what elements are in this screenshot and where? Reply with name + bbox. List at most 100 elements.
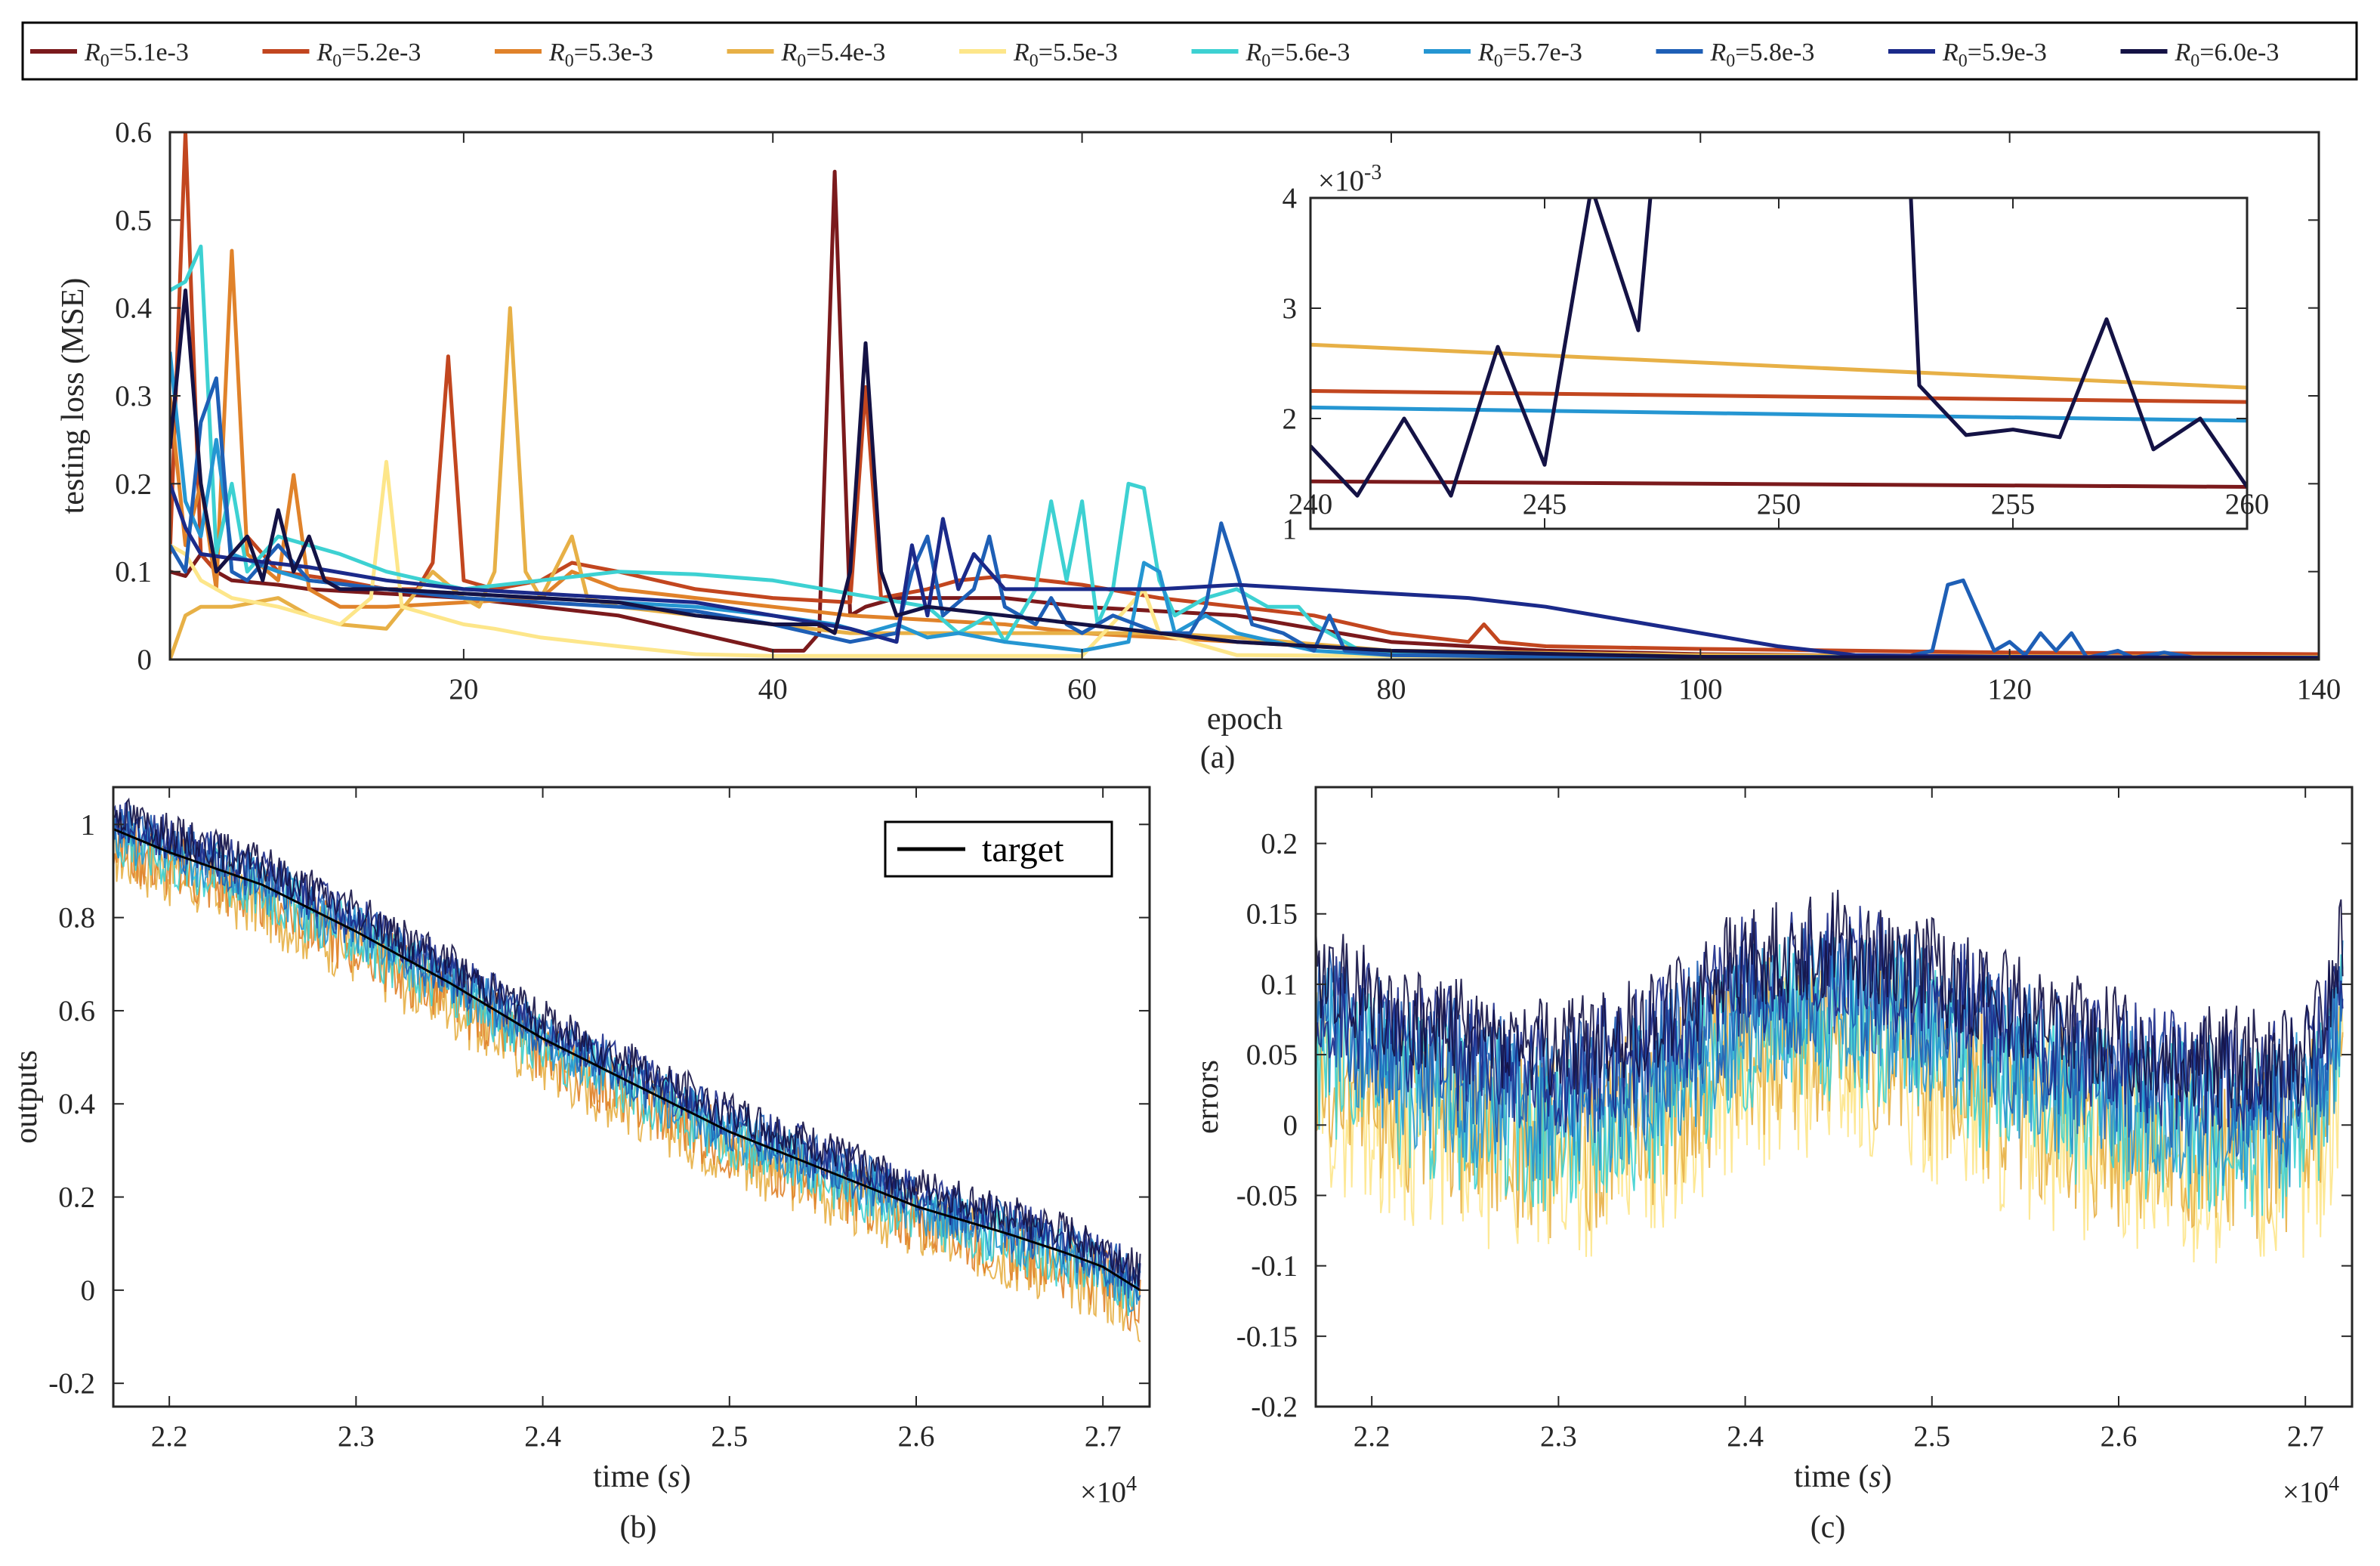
- panel-b-x-multiplier: ×104: [1080, 1472, 1137, 1509]
- panel-c-ytick-label: -0.1: [1251, 1250, 1298, 1283]
- panel-c-label: (c): [1810, 1510, 1846, 1545]
- inset-ytick-label: 3: [1283, 292, 1298, 325]
- inset-xtick-label: 240: [1289, 488, 1333, 520]
- panel-a-series-line: [170, 351, 2319, 659]
- panel-b-target-line: [113, 828, 1141, 1292]
- panel-a-xtick-label: 60: [1067, 673, 1097, 706]
- inset-scale-label: ×10-3: [1318, 161, 1381, 198]
- legend-entry: R0=5.2e-3: [316, 39, 421, 71]
- inset-xtick-label: 250: [1757, 488, 1801, 520]
- panel-b-axes: [112, 786, 1151, 1408]
- inset-series-line: [1310, 389, 2247, 404]
- panel-b-ytick-label: 0.6: [58, 995, 95, 1027]
- panel-c-ytick-label: -0.05: [1236, 1179, 1298, 1212]
- panel-c-xtick-label: 2.3: [1540, 1420, 1577, 1453]
- panel-c-xtick-label: 2.5: [1913, 1420, 1950, 1453]
- panel-b-ytick-label: 0.2: [58, 1181, 95, 1214]
- inset-background: [1310, 198, 2247, 529]
- panel-a-xtick-label: 40: [758, 673, 788, 706]
- panel-b-ylabel: outputs: [9, 1050, 44, 1144]
- panel-a-xtick-label: 100: [1678, 673, 1723, 706]
- legend-entry: R0=5.4e-3: [781, 39, 886, 71]
- legend-entry: R0=5.6e-3: [1246, 39, 1351, 71]
- panel-a-series-line: [170, 483, 2319, 659]
- panel-b-xtick-label: 2.6: [898, 1420, 935, 1453]
- inset-ytick-label: 2: [1283, 403, 1298, 435]
- panel-a: 20 40 60 80 100 120 140 0 0.1 0.2 0.3 0.4 0.5 0.6 epo…: [56, 116, 2341, 775]
- panel-c-xlabel: time (s): [1794, 1459, 1892, 1494]
- panel-a-series-line: [170, 288, 2319, 659]
- inset-series-line: [1310, 479, 2247, 489]
- inset-ytick-label: 4: [1283, 182, 1298, 215]
- panel-a-ytick-label: 0.6: [115, 116, 152, 149]
- panel-c-ytick-label: 0: [1283, 1109, 1298, 1141]
- panel-c-ytick-label: -0.15: [1236, 1320, 1298, 1353]
- inset: 240 245 250 255 260 1 2 3 4 ×10-3: [1283, 161, 2270, 546]
- panel-b: 2.2 2.3 2.4 2.5 2.6 2.7 -0.2 0 0.2 0.4 0.6 0.8 1 tar…: [9, 786, 1151, 1545]
- panel-c-xtick-label: 2.4: [1727, 1420, 1764, 1453]
- panel-c-ytick-label: 0.2: [1261, 828, 1298, 860]
- panel-b-ytick-label: 1: [81, 808, 96, 841]
- panel-c: 2.2 2.3 2.4 2.5 2.6 2.7 -0.2 -0.15 -0.1 -0.05 0 0.0…: [1190, 786, 2354, 1545]
- panel-b-ytick-label: 0.8: [58, 902, 95, 934]
- panel-a-xtick-label: 20: [449, 673, 478, 706]
- panel-a-ylabel: testing loss (MSE): [56, 278, 91, 514]
- panel-a-label: (a): [1200, 740, 1236, 775]
- panel-b-xtick-label: 2.7: [1085, 1420, 1122, 1453]
- panel-c-ytick-label: 0.1: [1261, 968, 1298, 1001]
- legend-entry: R0=5.1e-3: [84, 39, 189, 71]
- inset-xtick-label: 255: [1991, 488, 2036, 520]
- panel-b-legend: target: [884, 820, 1113, 878]
- panel-a-ytick-label: 0.5: [115, 204, 152, 236]
- panel-c-series-line: [1316, 955, 2344, 1239]
- panel-a-xtick-label: 80: [1376, 673, 1406, 706]
- panel-a-ytick-label: 0.3: [115, 380, 152, 412]
- panel-a-xtick-label: 140: [2297, 673, 2341, 706]
- panel-b-ytick-label: 0.4: [58, 1088, 95, 1120]
- inset-series-line: [1310, 198, 2247, 498]
- panel-a-xtick-label: 120: [1987, 673, 2032, 706]
- panel-a-ytick-label: 0.2: [115, 468, 152, 500]
- legend-entry: R0=5.8e-3: [1710, 39, 1815, 71]
- legend: R0=5.1e-3 R0=5.2e-3 R0=5.3e-3 R0=5.4e-3 R0=5…: [21, 21, 2358, 81]
- panel-a-ytick-label: 0: [137, 644, 153, 676]
- panel-b-label: (b): [620, 1510, 657, 1545]
- panel-c-series-line: [1316, 920, 2344, 1168]
- panel-c-axes: [1314, 786, 2354, 1408]
- inset-series-line: [1310, 405, 2247, 423]
- panel-c-ylabel: errors: [1190, 1060, 1225, 1134]
- inset-series-line: [1310, 342, 2247, 390]
- panel-b-ytick-label: -0.2: [48, 1367, 95, 1400]
- panel-c-xtick-label: 2.2: [1354, 1420, 1391, 1453]
- panel-c-ytick-label: 0.05: [1246, 1039, 1298, 1071]
- panel-b-ytick-label: 0: [81, 1274, 96, 1307]
- panel-b-xtick-label: 2.2: [151, 1420, 188, 1453]
- legend-entry: R0=5.5e-3: [1013, 39, 1118, 71]
- panel-c-ytick-label: 0.15: [1246, 898, 1298, 931]
- panel-c-series-line: [1316, 935, 2344, 1219]
- panel-b-series-line: [113, 822, 1141, 1316]
- legend-entry: R0=6.0e-3: [2175, 39, 2280, 71]
- panel-a-xlabel: epoch: [1207, 702, 1283, 737]
- panel-b-series-line: [113, 802, 1141, 1302]
- inset-ytick-label: 1: [1283, 513, 1298, 545]
- panel-b-xlabel: time (s): [593, 1459, 691, 1494]
- panel-b-xtick-label: 2.5: [711, 1420, 748, 1453]
- panel-c-series-line: [1316, 900, 2344, 1139]
- panel-c-ytick-label: -0.2: [1251, 1391, 1298, 1423]
- panel-b-xtick-label: 2.3: [338, 1420, 375, 1453]
- panel-b-xtick-label: 2.4: [524, 1420, 561, 1453]
- legend-entry: R0=5.9e-3: [1942, 39, 2047, 71]
- legend-box: [21, 21, 2358, 81]
- panel-a-ytick-label: 0.1: [115, 556, 152, 588]
- panel-a-ytick-label: 0.4: [115, 292, 152, 325]
- legend-entry: R0=5.7e-3: [1477, 39, 1582, 71]
- inset-xtick-label: 260: [2225, 488, 2270, 520]
- panel-c-series-line: [1316, 889, 2344, 1113]
- panel-a-series-line: [170, 249, 2319, 659]
- panel-c-x-multiplier: ×104: [2283, 1472, 2339, 1509]
- panel-b-legend-box: [884, 820, 1113, 878]
- inset-xtick-label: 245: [1523, 488, 1567, 520]
- target-legend-label: target: [982, 829, 1064, 869]
